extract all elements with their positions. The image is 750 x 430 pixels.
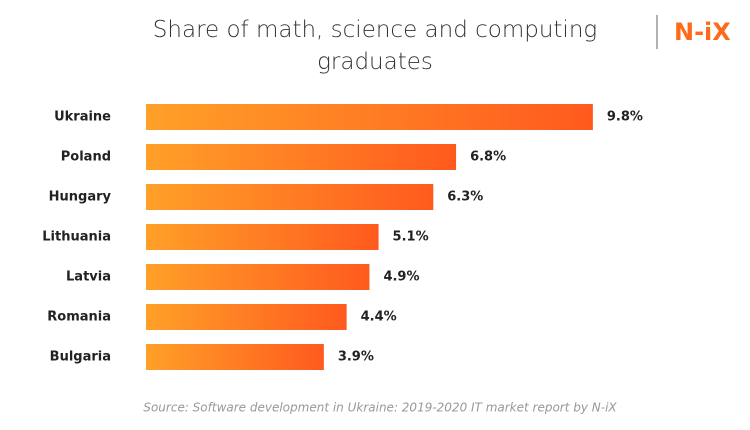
logo: N-iX — [674, 18, 731, 46]
value-label: 4.4% — [361, 310, 397, 325]
value-label: 6.3% — [447, 190, 483, 205]
bar — [146, 144, 457, 170]
bar — [146, 344, 324, 370]
source: Source: Software development in Ukraine:… — [143, 401, 617, 415]
value-label: 5.1% — [393, 230, 429, 245]
value-label: 3.9% — [338, 350, 374, 365]
value-label: 4.9% — [383, 270, 419, 285]
bar — [146, 104, 593, 130]
category-label: Hungary — [49, 190, 112, 205]
category-label: Bulgaria — [50, 350, 111, 365]
category-label: Poland — [61, 150, 111, 165]
bar — [146, 264, 370, 290]
bar — [146, 184, 434, 210]
chart-title: Share of math, science and computing gra… — [152, 17, 598, 75]
value-label: 9.8% — [607, 110, 643, 125]
bar — [146, 224, 379, 250]
category-label: Romania — [47, 310, 111, 325]
bar — [146, 304, 347, 330]
category-label: Lithuania — [42, 230, 111, 245]
value-label: 6.8% — [470, 150, 506, 165]
category-label: Ukraine — [54, 110, 111, 125]
category-label: Latvia — [66, 270, 111, 285]
